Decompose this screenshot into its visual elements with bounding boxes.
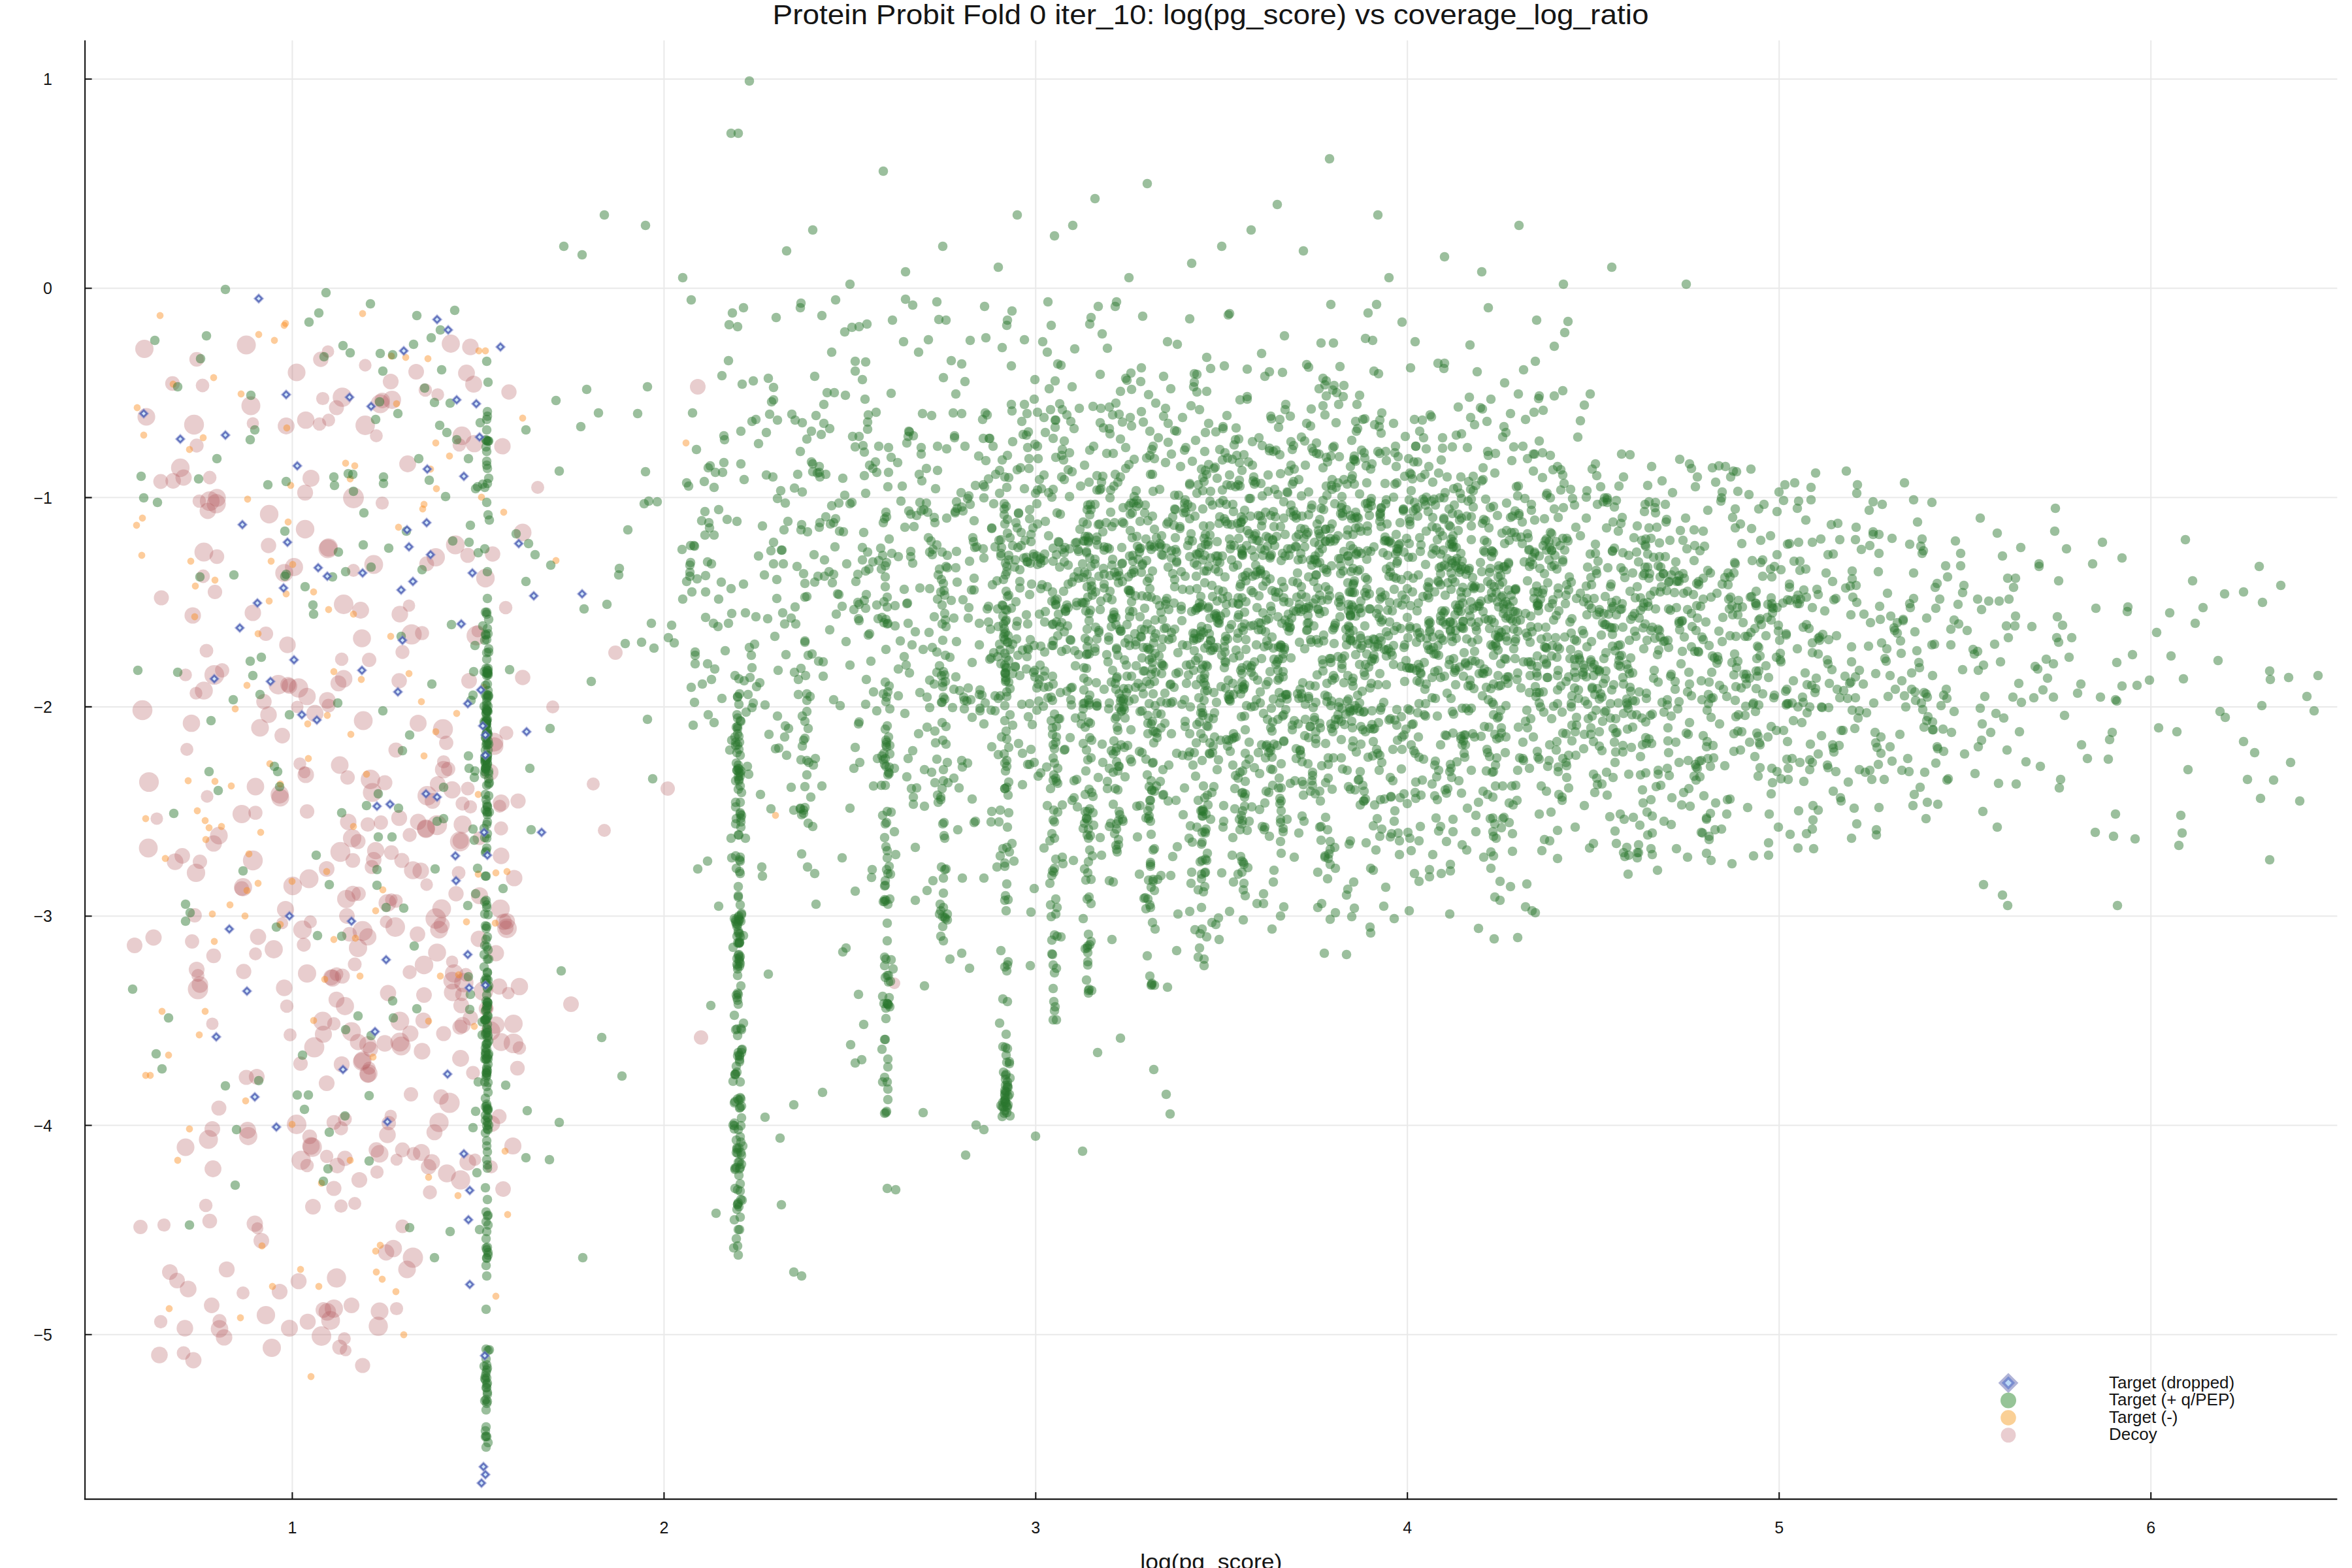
svg-text:5: 5 [1774, 1518, 1784, 1537]
svg-text:1: 1 [43, 70, 52, 88]
svg-text:Target (-): Target (-) [2109, 1407, 2178, 1427]
svg-text:0: 0 [43, 279, 52, 297]
svg-text:1: 1 [287, 1518, 297, 1537]
svg-text:−3: −3 [33, 907, 52, 925]
svg-text:−2: −2 [33, 698, 52, 716]
svg-text:4: 4 [1403, 1518, 1412, 1537]
svg-text:Decoy: Decoy [2109, 1424, 2157, 1444]
svg-text:3: 3 [1031, 1518, 1040, 1537]
svg-text:log(pg_score): log(pg_score) [1140, 1550, 1282, 1568]
svg-text:2: 2 [659, 1518, 668, 1537]
svg-text:Target (dropped): Target (dropped) [2109, 1373, 2234, 1392]
svg-text:−5: −5 [33, 1326, 52, 1344]
svg-text:−1: −1 [33, 489, 52, 507]
svg-text:Target (+ q/PEP): Target (+ q/PEP) [2109, 1390, 2235, 1409]
svg-text:−4: −4 [33, 1117, 52, 1135]
svg-text:6: 6 [2146, 1518, 2155, 1537]
svg-text:Protein Probit Fold 0 iter_10:: Protein Probit Fold 0 iter_10: log(pg_sc… [773, 0, 1649, 30]
